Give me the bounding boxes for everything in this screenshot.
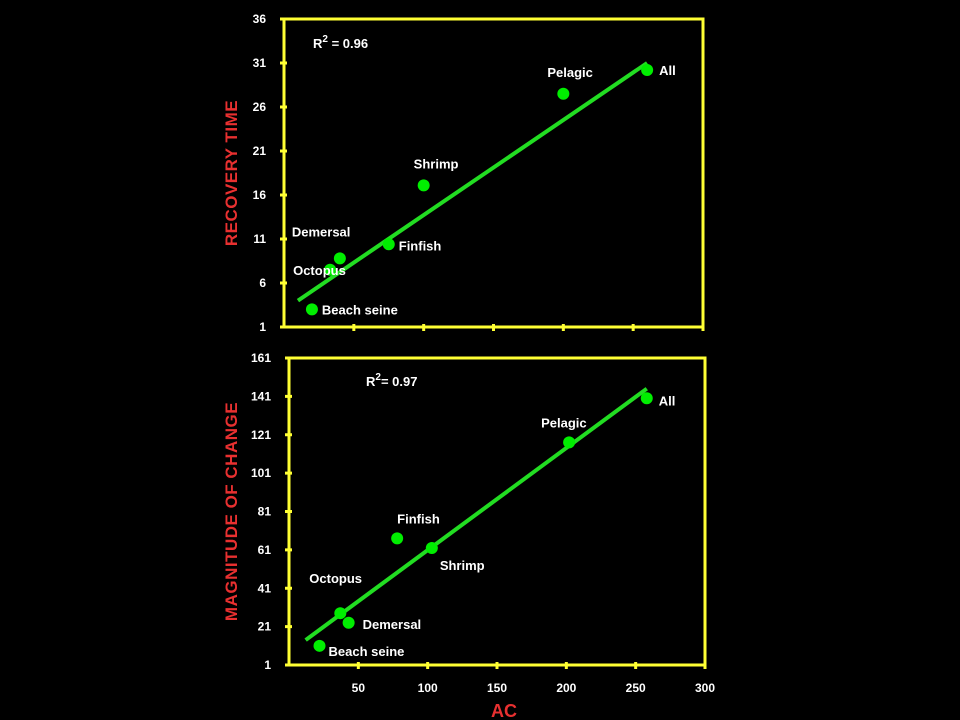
data-point-beach-seine (305, 303, 318, 316)
y-tick-label: 121 (251, 428, 271, 442)
y-tick-label: 141 (251, 389, 271, 403)
r-squared-r: R (313, 36, 323, 51)
y-tick-label: 1 (264, 658, 271, 672)
data-point-demersal (333, 252, 346, 265)
y-tick-label: 101 (251, 466, 271, 480)
data-point-all (640, 392, 653, 405)
x-tick-label: 300 (695, 681, 715, 695)
data-point-finfish (382, 238, 395, 251)
data-point-octopus (324, 263, 337, 276)
point-label: Shrimp (414, 156, 459, 171)
y-axis-title: MAGNITUDE OF CHANGE (222, 402, 241, 621)
y-tick-label: 161 (251, 351, 271, 365)
data-point-shrimp (417, 179, 430, 192)
plot-frame (282, 17, 705, 329)
y-tick-label: 21 (258, 620, 272, 634)
point-label: Beach seine (329, 644, 405, 659)
y-tick-label: 16 (253, 188, 267, 202)
data-point-pelagic (557, 87, 570, 100)
r-squared-sup: 2 (322, 34, 328, 45)
y-tick-label: 41 (258, 581, 272, 595)
x-tick-label: 200 (556, 681, 576, 695)
regression-line (296, 61, 649, 303)
point-label: Beach seine (322, 302, 398, 317)
x-tick-label: 250 (626, 681, 646, 695)
y-tick-label: 36 (253, 12, 267, 26)
y-tick-label: 6 (259, 276, 266, 290)
data-point-shrimp (425, 541, 438, 554)
point-label: Demersal (292, 224, 351, 239)
y-tick-label: 26 (253, 100, 267, 114)
r-squared-label: R2 = 0.96 (313, 34, 368, 51)
x-tick-label: 150 (487, 681, 507, 695)
data-point-all (641, 64, 654, 77)
x-tick-label: 100 (418, 681, 438, 695)
y-tick-label: 11 (253, 232, 266, 246)
regression-line (304, 387, 648, 642)
r-squared-value: = 0.96 (328, 36, 368, 51)
point-label: Pelagic (547, 65, 593, 80)
data-point-pelagic (563, 436, 576, 449)
point-label: Demersal (363, 617, 422, 632)
point-label: Finfish (399, 238, 442, 253)
point-label: Finfish (397, 511, 440, 526)
point-label: Pelagic (541, 415, 587, 430)
point-label: Shrimp (440, 558, 485, 573)
point-label: Octopus (293, 263, 346, 278)
point-label: Octopus (309, 571, 362, 586)
r-squared-r: R (366, 374, 376, 389)
y-tick-label: 1 (259, 320, 266, 334)
y-tick-label: 31 (253, 56, 267, 70)
y-tick-label: 81 (258, 505, 272, 519)
x-tick-label: 50 (352, 681, 366, 695)
point-label: All (659, 393, 676, 408)
point-label: All (659, 63, 676, 78)
y-tick-label: 61 (258, 543, 272, 557)
y-axis-title: RECOVERY TIME (222, 100, 241, 246)
y-tick-label: 21 (253, 144, 267, 158)
r-squared-sup: 2 (375, 372, 381, 383)
x-axis-title: AC (491, 701, 517, 720)
r-squared-value: = 0.97 (381, 374, 418, 389)
r-squared-label: R2= 0.97 (366, 372, 417, 389)
data-point-beach-seine (313, 639, 326, 652)
data-point-demersal (342, 616, 355, 629)
data-point-octopus (334, 607, 347, 620)
data-point-finfish (391, 532, 404, 545)
